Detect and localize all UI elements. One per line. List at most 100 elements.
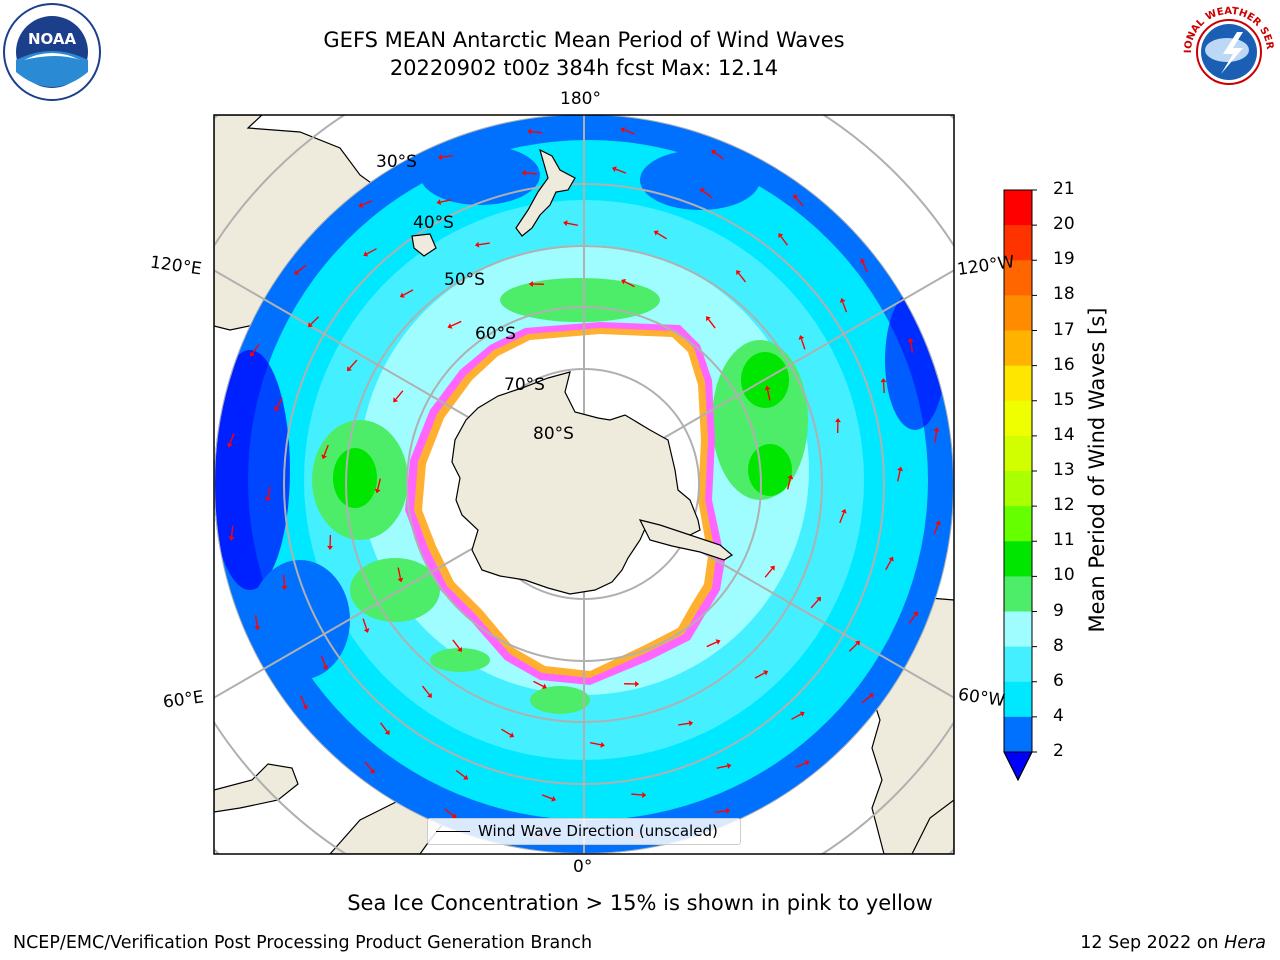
svg-text:NOAA: NOAA (28, 30, 77, 48)
wind-wave-arrow-head (528, 281, 533, 288)
wind-wave-arrow-shaft (310, 316, 320, 325)
wind-wave-arrow-head (688, 720, 694, 727)
wind-wave-arrow-head (764, 385, 771, 391)
wind-wave-arrow-head (426, 692, 432, 698)
wind-wave-arrow-head (358, 202, 364, 208)
wind-wave-arrow-shaft (267, 486, 271, 498)
colorbar-tick-label: 14 (1053, 424, 1075, 445)
wind-wave-arrow-head (327, 545, 334, 550)
colorbar-tick-label: 8 (1053, 635, 1064, 656)
wind-wave-arrow-shaft (397, 567, 402, 579)
wind-wave-arrow-shaft (780, 235, 788, 246)
wind-wave-arrow-head (541, 683, 547, 690)
wind-wave-arrow-head (264, 496, 271, 502)
nws-logo: NATIONAL WEATHER SERVICE (1179, 2, 1277, 100)
wind-wave-arrow-shaft (444, 808, 454, 817)
lat-label-70s: 70°S (504, 375, 545, 395)
wind-wave-arrow-head (804, 760, 810, 766)
wind-wave-arrow-head (635, 680, 640, 687)
wind-wave-arrow-shaft (376, 478, 382, 490)
low-period-patch (885, 290, 945, 430)
wind-wave-arrow-head (281, 585, 288, 590)
wind-wave-arrow-shaft (440, 199, 452, 203)
wind-wave-arrow-head (711, 149, 717, 155)
antarctic-peninsula-land (638, 519, 734, 561)
lat-label-30s: 30°S (376, 152, 417, 172)
wind-wave-arrow-head (913, 611, 919, 617)
wind-wave-arrow-shaft (624, 281, 635, 288)
map-frame (213, 114, 955, 855)
wind-wave-arrow-head (935, 520, 941, 526)
wind-wave-arrow-head (611, 166, 617, 173)
wind-wave-arrow-shaft (897, 470, 901, 482)
colorbar-tick-label: 18 (1053, 284, 1075, 305)
wind-wave-arrow-head (228, 536, 235, 541)
colorbar-bin (1004, 435, 1032, 472)
wind-wave-arrow-head (474, 241, 480, 248)
colorbar-bin (1004, 541, 1032, 577)
wind-wave-arrow-shaft (795, 762, 807, 768)
wind-wave-arrow-head (551, 795, 557, 802)
colorbar-bin (1004, 225, 1032, 261)
wind-wave-arrow-head (880, 378, 887, 383)
wind-wave-arrow-shaft (323, 444, 329, 456)
noaa-logo: NOAA (3, 3, 101, 101)
colorbar-tick-label: 12 (1053, 495, 1075, 516)
wind-wave-arrow-head (363, 251, 369, 257)
wind-wave-arrow-shaft (908, 614, 917, 624)
wind-wave-arrow-shaft (590, 741, 602, 746)
wind-wave-arrow-shaft (702, 190, 713, 199)
wind-wave-arrow-shaft (452, 639, 461, 650)
wind-wave-arrow-head (369, 768, 375, 774)
colorbar-bin (1004, 611, 1032, 648)
machine-name: Hera (1224, 933, 1266, 953)
new-zealand-land (515, 148, 576, 237)
colorbar-bin (1004, 260, 1032, 296)
sea-ice-caption: Sea Ice Concentration > 15% is shown in … (347, 891, 933, 915)
wind-wave-arrow-shaft (764, 568, 773, 578)
wind-wave-arrow-head (642, 791, 647, 798)
wind-wave-arrow-head (437, 154, 443, 161)
wind-wave-arrow-head (839, 298, 846, 303)
wind-wave-arrow-shaft (362, 618, 368, 630)
wind-wave-arrow-head (436, 199, 442, 205)
wind-wave-arrow-head (307, 322, 313, 328)
wind-wave-arrow-shaft (361, 200, 373, 206)
wind-wave-arrow-shaft (795, 197, 804, 207)
wind-wave-arrow-shaft (631, 793, 643, 796)
low-period-patch (640, 150, 760, 210)
wind-wave-arrow-head (527, 128, 532, 135)
wind-wave-arrow-shaft (754, 672, 765, 679)
date-text: 12 Sep 2022 on Hera (1080, 933, 1266, 953)
wind-wave-arrow-head (653, 230, 659, 236)
wind-wave-arrow-head (793, 194, 799, 200)
wind-wave-arrow-head (620, 127, 626, 133)
wind-wave-arrow-shaft (791, 713, 802, 720)
low-period-patch (214, 350, 290, 590)
colorbar-tick-label: 21 (1053, 179, 1075, 199)
colorbar-bin (1004, 295, 1032, 331)
low-period-patch (420, 145, 540, 205)
wind-wave-arrow-shaft (707, 318, 716, 329)
wind-wave-arrow-head (393, 397, 399, 403)
wind-wave-arrow-shaft (716, 765, 728, 769)
colorbar-extend-triangle (1003, 751, 1033, 782)
wind-wave-arrow-shaft (714, 151, 724, 160)
high-period-patch (530, 686, 590, 714)
colorbar-bin (1004, 190, 1032, 226)
map-subtitle: 20220902 t00z 384h fcst Max: 12.14 (389, 56, 779, 80)
wind-wave-arrow-head (457, 646, 462, 652)
wind-wave-arrow-shaft (766, 389, 771, 401)
wind-wave-arrow-head (706, 316, 711, 322)
wind-wave-arrow-head (763, 670, 769, 676)
legend-line-swatch (436, 831, 470, 833)
colorbar-bin (1004, 506, 1032, 542)
wind-wave-arrow-head (855, 640, 861, 646)
wind-wave-arrow-head (302, 704, 308, 710)
wind-wave-arrow-shaft (320, 655, 327, 667)
lon-label-180: 180° (560, 89, 601, 109)
wind-wave-arrow-shaft (800, 338, 806, 350)
credit-text: NCEP/EMC/Verification Post Processing Pr… (13, 933, 593, 953)
wind-wave-arrow-shaft (786, 478, 792, 490)
legend-label: Wind Wave Direction (unscaled) (478, 822, 718, 840)
